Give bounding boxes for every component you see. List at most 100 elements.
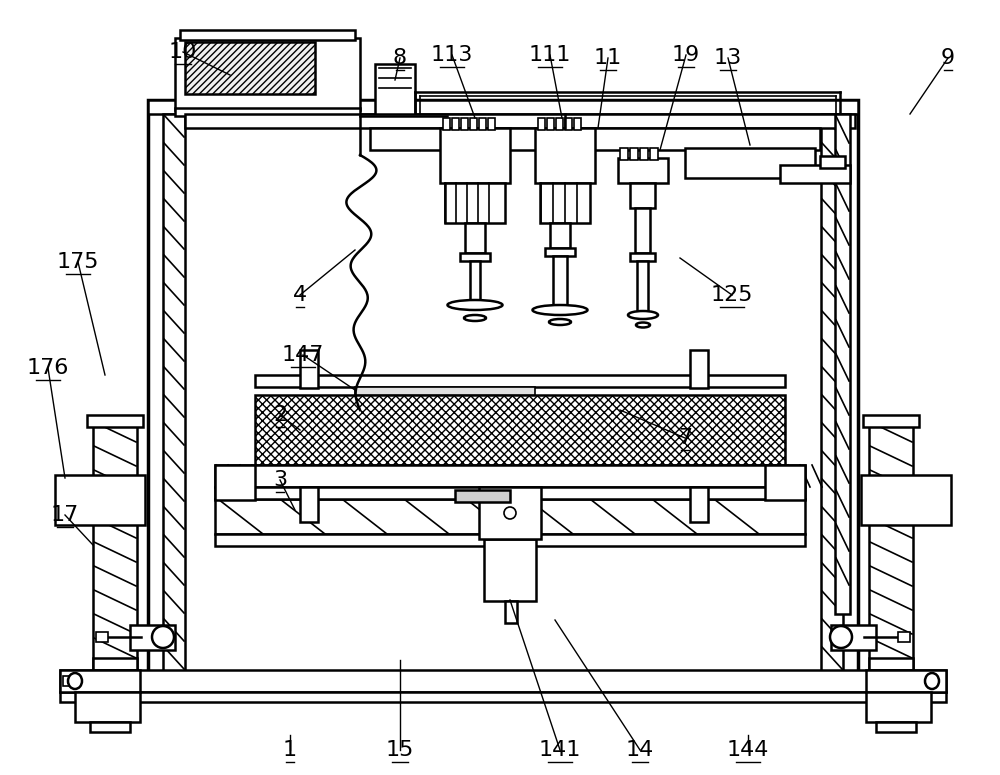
Bar: [479, 118, 486, 130]
Bar: [618, 158, 668, 183]
Bar: [93, 420, 137, 670]
Bar: [60, 692, 946, 702]
Circle shape: [504, 507, 516, 519]
Text: 11: 11: [594, 48, 622, 68]
Bar: [300, 350, 318, 388]
Bar: [538, 118, 545, 130]
Ellipse shape: [636, 322, 650, 328]
Bar: [60, 670, 946, 692]
Bar: [869, 420, 913, 670]
Bar: [90, 722, 130, 732]
Bar: [630, 253, 655, 261]
Bar: [898, 632, 910, 642]
Ellipse shape: [152, 626, 174, 648]
Bar: [876, 722, 916, 732]
Bar: [545, 248, 575, 256]
Text: 141: 141: [539, 740, 581, 760]
Text: 176: 176: [27, 358, 69, 378]
Bar: [63, 676, 77, 686]
Bar: [175, 108, 360, 116]
Ellipse shape: [925, 673, 939, 689]
Text: 1: 1: [283, 740, 297, 760]
Bar: [866, 670, 946, 692]
Bar: [820, 156, 845, 168]
Text: 125: 125: [711, 285, 753, 305]
Bar: [637, 261, 648, 311]
Bar: [690, 350, 708, 388]
Bar: [215, 534, 805, 546]
Bar: [370, 128, 820, 150]
Bar: [620, 148, 628, 160]
Bar: [460, 253, 490, 261]
Bar: [465, 223, 485, 253]
Bar: [835, 114, 850, 614]
Bar: [685, 148, 815, 178]
Text: 175: 175: [57, 252, 99, 272]
Bar: [375, 64, 415, 116]
Bar: [547, 118, 554, 130]
Bar: [635, 208, 650, 253]
Bar: [831, 625, 876, 650]
Bar: [215, 487, 805, 499]
Bar: [863, 415, 919, 427]
Bar: [535, 128, 595, 183]
Text: 111: 111: [529, 45, 571, 65]
Bar: [470, 261, 480, 301]
Text: 2: 2: [273, 405, 287, 425]
Bar: [440, 128, 510, 183]
Bar: [484, 539, 536, 601]
Ellipse shape: [532, 305, 588, 315]
Bar: [75, 692, 140, 722]
Bar: [556, 118, 563, 130]
Bar: [650, 148, 658, 160]
Text: 9: 9: [941, 48, 955, 68]
Bar: [550, 223, 570, 248]
Bar: [87, 415, 143, 427]
Bar: [185, 42, 315, 94]
Bar: [60, 670, 140, 692]
Ellipse shape: [549, 319, 571, 325]
Bar: [455, 490, 510, 502]
Text: 113: 113: [431, 45, 473, 65]
Bar: [869, 658, 913, 670]
Bar: [780, 165, 850, 183]
Text: 4: 4: [293, 285, 307, 305]
Bar: [55, 475, 145, 525]
Bar: [148, 100, 858, 114]
Bar: [565, 118, 572, 130]
Bar: [479, 487, 541, 539]
Bar: [443, 118, 450, 130]
Bar: [93, 658, 137, 670]
Bar: [866, 692, 931, 722]
Bar: [175, 38, 360, 110]
Text: 3: 3: [273, 470, 287, 490]
Text: 144: 144: [727, 740, 769, 760]
Text: 7: 7: [678, 428, 692, 448]
Ellipse shape: [628, 311, 658, 319]
Text: 13: 13: [714, 48, 742, 68]
Bar: [255, 375, 785, 387]
Bar: [452, 118, 459, 130]
Ellipse shape: [464, 315, 486, 321]
Bar: [180, 30, 355, 40]
Bar: [540, 183, 590, 223]
Bar: [185, 114, 855, 128]
Ellipse shape: [448, 300, 503, 310]
Bar: [215, 465, 255, 500]
Text: 19: 19: [672, 45, 700, 65]
Ellipse shape: [68, 673, 82, 689]
Bar: [488, 118, 495, 130]
Bar: [553, 256, 567, 306]
Bar: [461, 118, 468, 130]
Bar: [765, 465, 805, 500]
Bar: [96, 632, 108, 642]
Text: 8: 8: [393, 48, 407, 68]
Bar: [445, 183, 505, 223]
Bar: [163, 114, 185, 684]
Text: 10: 10: [169, 42, 197, 62]
Bar: [574, 118, 581, 130]
Bar: [148, 100, 858, 690]
Bar: [215, 465, 805, 487]
Bar: [300, 487, 318, 522]
Text: 147: 147: [282, 345, 324, 365]
